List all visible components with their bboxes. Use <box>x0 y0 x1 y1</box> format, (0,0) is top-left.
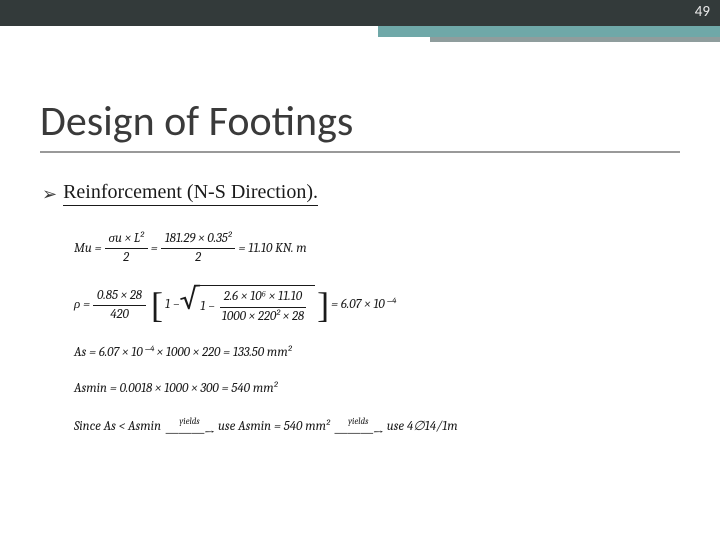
numerator: 2.6 × 10⁶ × 11.10 <box>220 288 306 307</box>
numerator: 181.29 × 0.35² <box>161 230 236 249</box>
term: 1 − <box>165 296 180 314</box>
bullet-row: ➢ Reinforcement (N-S Direction). <box>42 181 680 206</box>
equation-text: As = 6.07 × 10⁻⁴ × 1000 × 220 = 133.50 m… <box>74 344 292 362</box>
term: 1 − <box>200 298 215 316</box>
equation-as: As = 6.07 × 10⁻⁴ × 1000 × 220 = 133.50 m… <box>74 344 680 362</box>
fraction: σu × L² 2 <box>105 230 148 267</box>
page-title: Design of Footings <box>40 96 680 147</box>
equation-mu: Mu = σu × L² 2 = 181.29 × 0.35² 2 = 11.1… <box>74 230 680 267</box>
equations-block: Mu = σu × L² 2 = 181.29 × 0.35² 2 = 11.1… <box>74 230 680 437</box>
yields-arrow: yields ———→ <box>165 416 214 437</box>
term: use Asmin = 540 mm² <box>218 418 330 436</box>
arrow-right-icon: ———→ <box>334 429 383 437</box>
bullet-text: Reinforcement (N-S Direction). <box>63 181 318 206</box>
term: Since As < Asmin <box>74 418 161 436</box>
bracket-open-icon: [ <box>151 295 163 317</box>
page-number: 49 <box>695 3 710 21</box>
title-underline <box>40 151 680 153</box>
denominator: 1000 × 220² × 28 <box>218 308 308 326</box>
term: use 4∅14/1m <box>387 418 458 436</box>
yields-arrow: yields ———→ <box>334 416 383 437</box>
sqrt: √ 1 − 2.6 × 10⁶ × 11.10 1000 × 220² × 28 <box>180 285 316 325</box>
fraction: 0.85 × 28 420 <box>93 287 146 324</box>
result: = 6.07 × 10⁻⁴ <box>331 296 396 314</box>
bracket-close-icon: ] <box>317 295 329 317</box>
numerator: 0.85 × 28 <box>93 287 146 306</box>
equals: = <box>151 240 158 258</box>
numerator: σu × L² <box>105 230 148 249</box>
denominator: 2 <box>191 249 205 267</box>
eq-label: ρ = <box>74 296 90 314</box>
fraction: 2.6 × 10⁶ × 11.10 1000 × 220² × 28 <box>218 288 308 325</box>
fraction: 181.29 × 0.35² 2 <box>161 230 236 267</box>
eq-label: Mu = <box>74 240 102 258</box>
accent-strip <box>378 26 720 37</box>
equation-conclusion: Since As < Asmin yields ———→ use Asmin =… <box>74 416 680 437</box>
header-band: 49 <box>0 0 720 26</box>
arrow-right-icon: ———→ <box>165 429 214 437</box>
equation-asmin: Asmin = 0.0018 × 1000 × 300 = 540 mm² <box>74 380 680 398</box>
denominator: 2 <box>119 249 133 267</box>
equation-text: Asmin = 0.0018 × 1000 × 300 = 540 mm² <box>74 380 277 398</box>
chevron-icon: ➢ <box>42 183 57 205</box>
result: = 11.10 KN. m <box>238 240 306 258</box>
equation-rho: ρ = 0.85 × 28 420 [ 1 − √ 1 − 2.6 × 10⁶ … <box>74 285 680 325</box>
sqrt-body: 1 − 2.6 × 10⁶ × 11.10 1000 × 220² × 28 <box>196 285 315 325</box>
denominator: 420 <box>106 306 133 324</box>
slide-content: Design of Footings ➢ Reinforcement (N-S … <box>0 26 720 437</box>
accent-shadow <box>430 37 720 42</box>
